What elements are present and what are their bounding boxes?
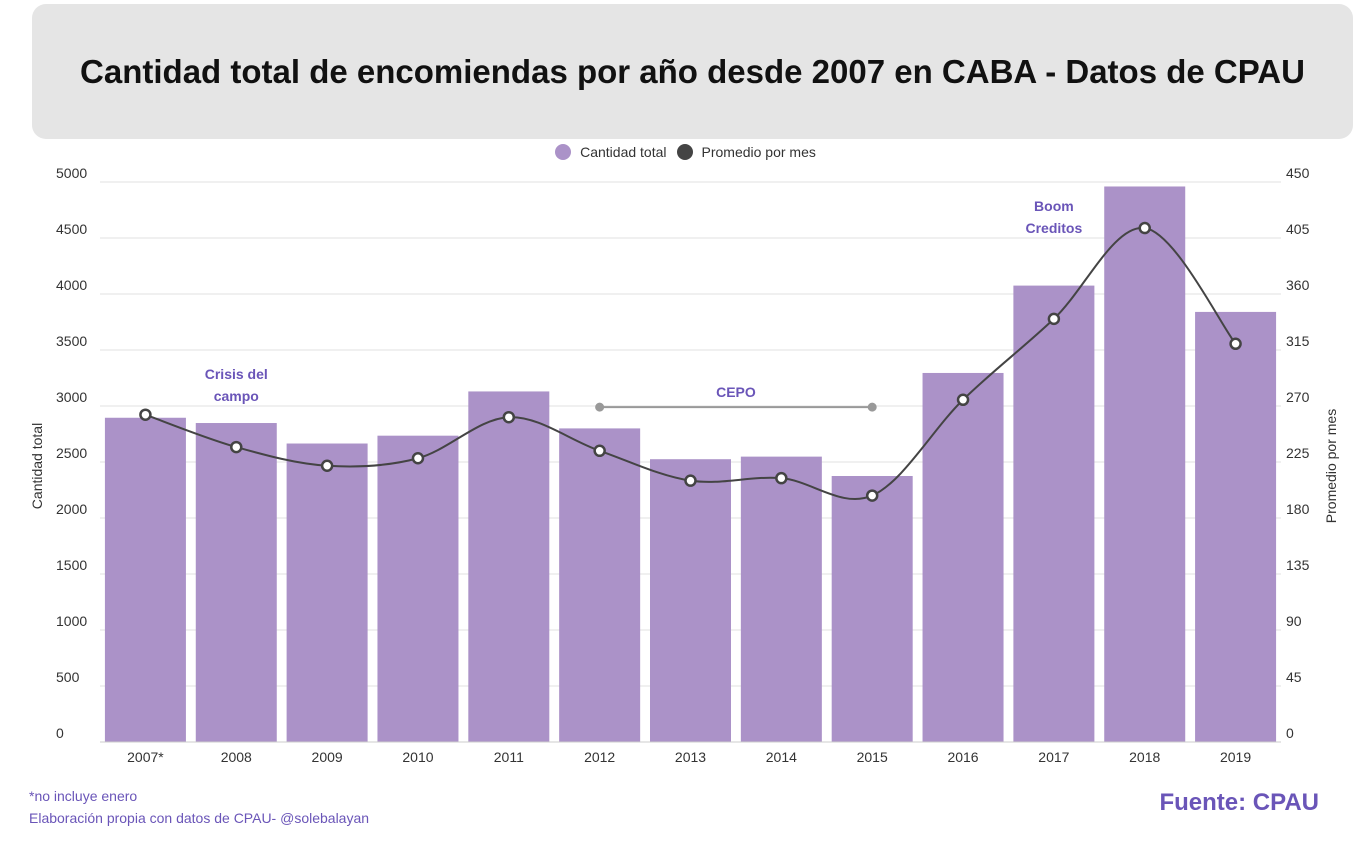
legend-bars-label: Cantidad total [580,144,667,160]
bar [1195,311,1277,742]
y-left-tick-label: 4500 [56,221,87,237]
title-box: Cantidad total de encomiendas por año de… [32,4,1353,139]
y-left-tick-label: 0 [56,725,64,741]
legend-item-line[interactable]: Promedio por mes [676,144,816,160]
y-right-tick-label: 405 [1286,221,1310,237]
y-left-tick-label: 2000 [56,501,87,517]
x-tick-label: 2010 [402,749,433,765]
bar [559,428,641,742]
x-tick-label: 2019 [1220,749,1251,765]
y-left-tick-label: 2500 [56,445,87,461]
bar [1013,285,1095,742]
line-point [139,408,152,421]
line-point [1138,221,1151,235]
x-tick-label: 2008 [221,749,252,765]
annotation-label: Crisis del [205,366,268,382]
legend-line-label: Promedio por mes [701,144,816,160]
y-left-tick-label: 1500 [56,557,87,573]
bar [377,435,459,742]
line-point [502,410,516,424]
bar [104,417,186,742]
legend-bars-swatch-icon [555,144,572,160]
line-point [684,474,697,487]
y-left-tick-label: 3000 [56,389,87,405]
x-tick-label: 2009 [312,749,343,765]
y-right-tick-label: 450 [1286,165,1310,181]
annotation-label: Boom [1034,198,1074,214]
x-tick-label: 2016 [947,749,978,765]
line-point [1229,337,1242,351]
y-right-axis-title: Promedio por mes [1323,409,1339,523]
x-tick-label: 2011 [494,749,524,765]
line-point [775,471,788,485]
x-tick-label: 2018 [1129,749,1160,765]
footnote-credit: Elaboración propia con datos de CPAU- @s… [29,810,370,826]
bar [922,372,1004,742]
y-right-tick-label: 0 [1286,725,1294,741]
legend-line-swatch-icon [676,144,693,160]
y-right-tick-label: 180 [1286,501,1310,517]
bar [1104,186,1186,743]
y-left-tick-label: 500 [56,669,80,685]
annotation-label: CEPO [716,384,756,400]
line-point [411,452,425,465]
bar [195,423,277,742]
x-tick-label: 2014 [766,749,797,765]
bar [650,459,731,742]
line-point [320,459,334,472]
line-point [1047,312,1061,326]
source-label: Fuente: CPAU [1159,789,1319,816]
bar [831,476,913,742]
y-left-tick-label: 5000 [56,165,87,181]
y-left-axis-title: Cantidad total [29,423,45,509]
bar [286,443,368,742]
line-point [593,444,606,458]
y-right-tick-label: 225 [1286,445,1310,461]
x-tick-label: 2007* [127,749,164,765]
y-right-tick-label: 270 [1286,389,1310,405]
y-right-tick-label: 315 [1286,333,1310,349]
legend-item-bars[interactable]: Cantidad total [555,144,667,160]
footnote-note: *no incluye enero [29,788,138,804]
line-point [956,393,970,407]
legend: Cantidad total Promedio por mes [0,144,1371,160]
cepo-span-end-marker [867,402,877,412]
series-line-promedio [145,227,1237,501]
y-right-tick-label: 90 [1286,613,1302,629]
line-point [230,440,243,454]
annotation-label: Creditos [1025,220,1082,236]
x-tick-label: 2012 [584,749,615,765]
annotation-label: campo [214,388,259,404]
x-tick-label: 2017 [1038,749,1069,765]
y-left-tick-label: 1000 [56,613,87,629]
x-tick-label: 2015 [857,749,888,765]
cepo-span-start-marker [595,402,605,412]
y-right-tick-label: 135 [1286,557,1310,573]
chart-title: Cantidad total de encomiendas por año de… [80,52,1305,90]
y-right-tick-label: 360 [1286,277,1310,293]
y-left-tick-label: 3500 [56,333,87,349]
y-left-tick-label: 4000 [56,277,87,293]
bar [740,456,822,742]
bar [468,391,550,742]
y-right-tick-label: 45 [1286,669,1302,685]
line-point [865,489,879,502]
x-tick-label: 2013 [675,749,706,765]
